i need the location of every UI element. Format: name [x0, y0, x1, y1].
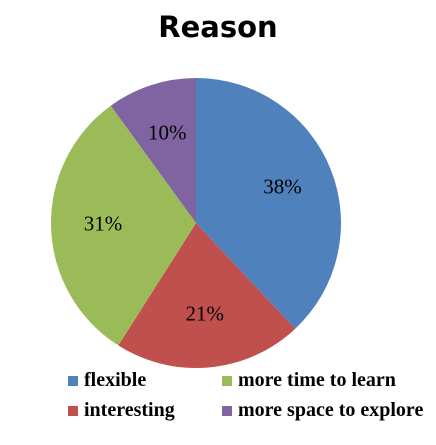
data-label-more-time-to-learn: 31%	[84, 212, 123, 236]
chart-title: Reason	[158, 10, 278, 44]
data-label-flexible: 38%	[263, 175, 302, 199]
data-label-interesting: 21%	[186, 301, 225, 325]
pie-slice-interesting	[118, 223, 296, 368]
pie-slice-flexible	[196, 78, 341, 329]
pie-slice-more-space-to-explore	[110, 78, 196, 223]
data-label-more-space-to-explore: 10%	[148, 120, 187, 144]
pie-slice-more-time-to-learn	[50, 105, 196, 346]
